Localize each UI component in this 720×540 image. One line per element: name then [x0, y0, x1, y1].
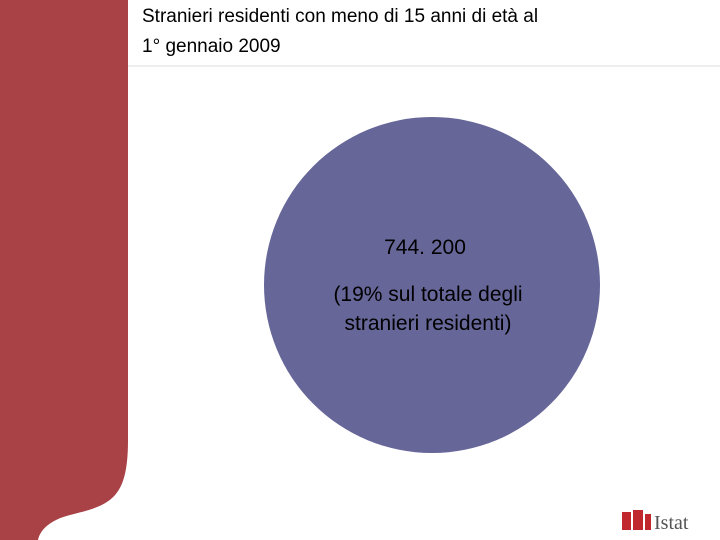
circle	[264, 117, 600, 453]
side-band	[0, 0, 128, 540]
note-line: (19% sul totale degli	[333, 283, 522, 306]
title-line: 1° gennaio 2009	[142, 36, 281, 57]
figure: 744. 200	[384, 236, 466, 259]
title-line: Stranieri residenti con meno di 15 anni …	[142, 6, 538, 27]
logo-mark	[622, 510, 651, 530]
note-line: stranieri residenti)	[345, 312, 512, 335]
logo-text: Istat	[654, 512, 689, 534]
